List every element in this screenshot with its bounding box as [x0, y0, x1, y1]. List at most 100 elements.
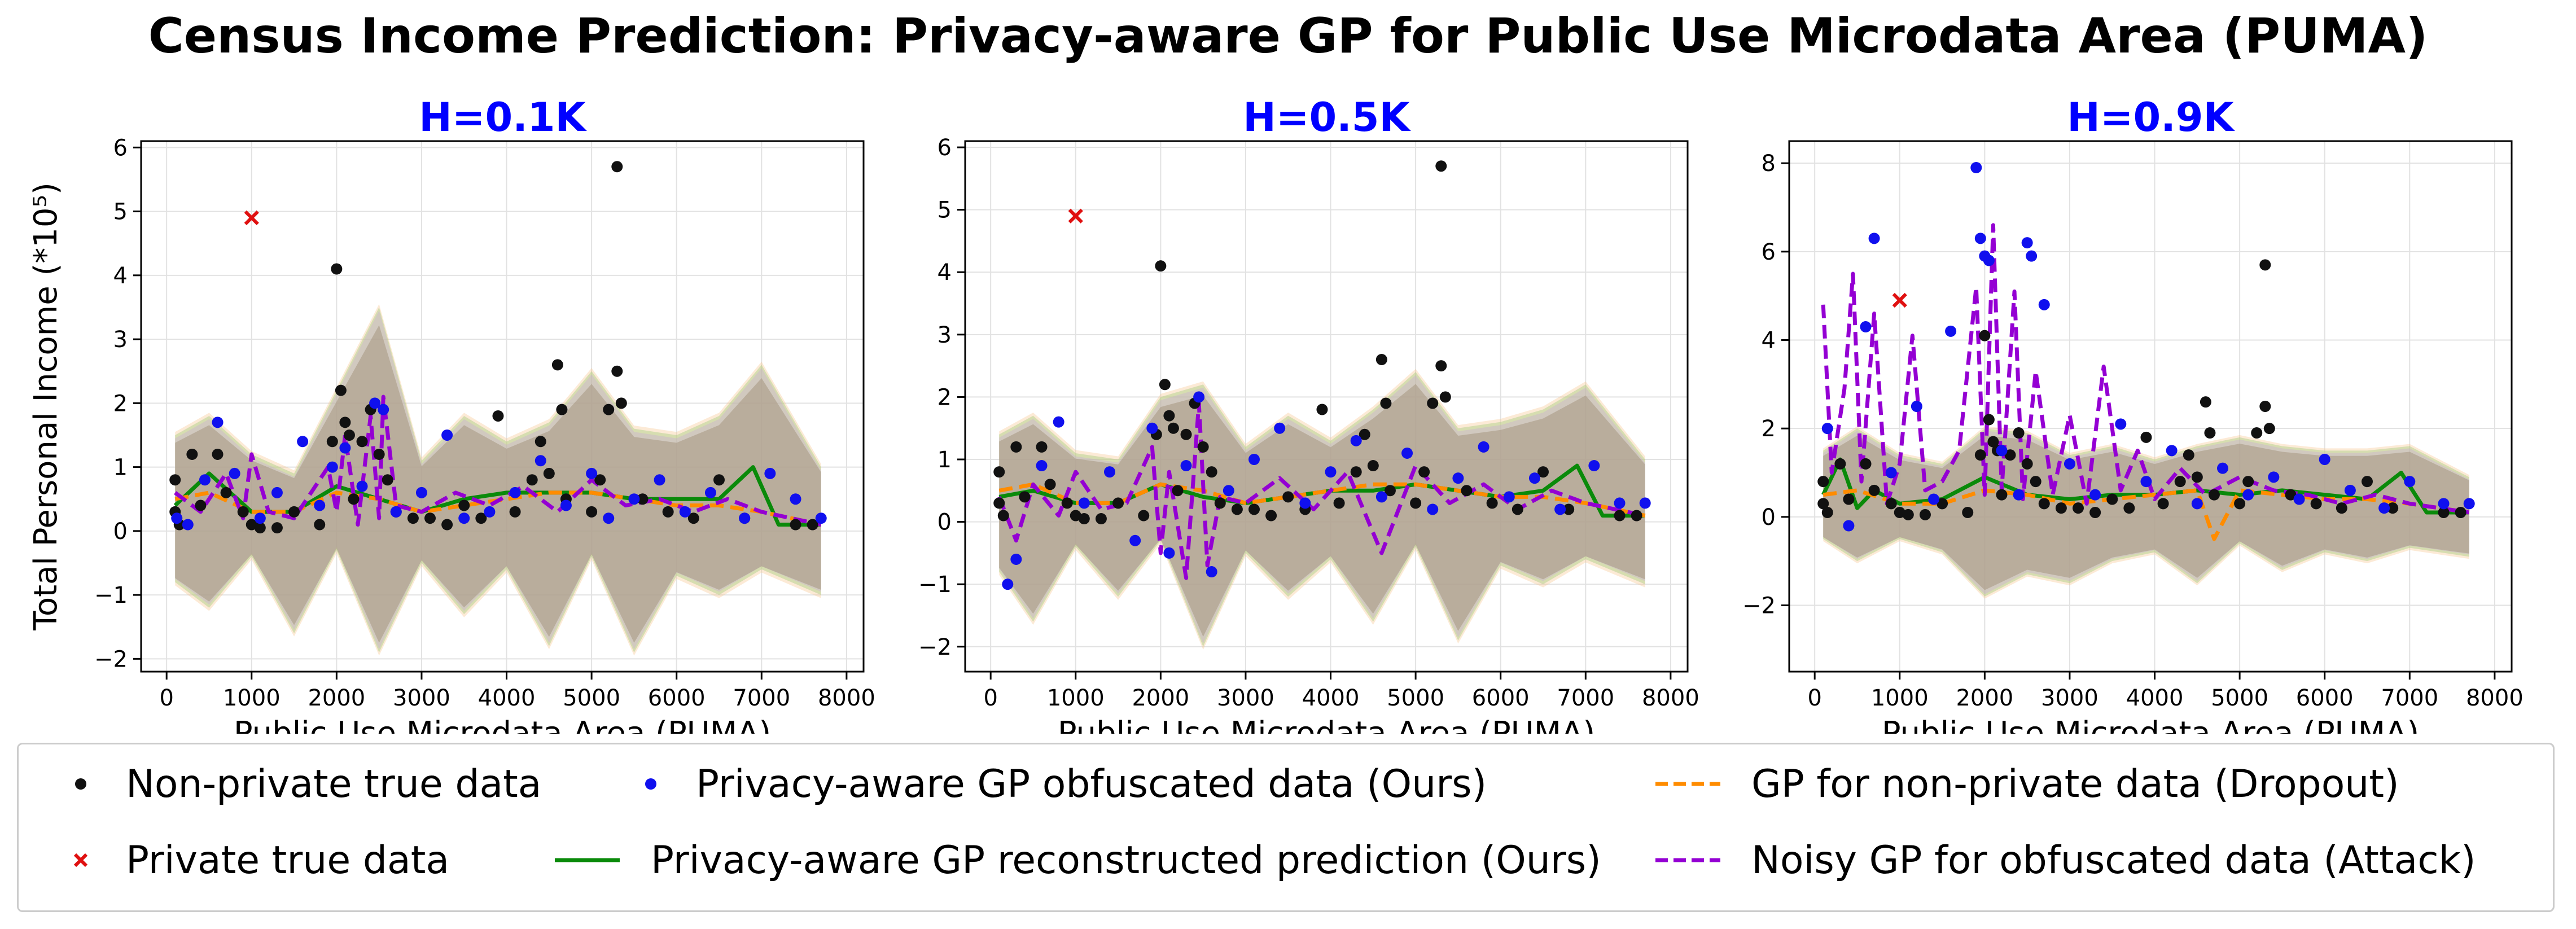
data-point [1817, 476, 1829, 488]
data-point [1979, 330, 1991, 341]
private-data-point [1068, 208, 1083, 224]
data-point [2200, 396, 2211, 408]
data-point [704, 487, 716, 498]
data-point [356, 436, 368, 448]
data-point [1172, 485, 1184, 497]
data-point [382, 474, 393, 486]
chart-panel-2: 0 1000 2000 3000 4000 5000 6000 7000 8000 −2 −1 0 1 2… [918, 94, 1699, 734]
legend-item-privatetrue: Private true data [19, 838, 449, 883]
data-point [1401, 447, 1413, 459]
data-point [1333, 497, 1345, 509]
legend-symbol-privatetrue [19, 838, 103, 883]
x-tick-label: 0 [1807, 685, 1821, 711]
y-tick-label: 2 [937, 384, 952, 410]
data-point [1112, 497, 1124, 509]
data-point [1996, 489, 2008, 501]
data-point [2438, 498, 2450, 510]
data-point [1512, 503, 1523, 515]
data-point [2174, 476, 2186, 488]
data-point [2013, 427, 2025, 439]
data-point [993, 497, 1005, 509]
data-point [2021, 458, 2033, 470]
data-point [415, 487, 427, 498]
data-point [2140, 476, 2152, 488]
data-point [1248, 503, 1260, 515]
data-point [2263, 423, 2275, 435]
panel-title: H=0.9K [2067, 94, 2235, 141]
data-point [2191, 498, 2203, 510]
panel-title: H=0.5K [1243, 94, 1411, 141]
data-point [1614, 510, 1626, 522]
y-tick-label: 4 [113, 263, 128, 289]
data-point [1248, 454, 1260, 465]
x-axis-label: Public Use Microdata Area (PUMA) [1882, 715, 2419, 734]
data-point [1061, 497, 1073, 509]
legend-item-dropout: GP for non-private data (Dropout) [1644, 761, 2399, 807]
data-point [713, 474, 725, 486]
legend-label-dropout: GP for non-private data (Dropout) [1751, 761, 2399, 807]
y-tick-label: 8 [1762, 151, 1776, 177]
data-point [997, 510, 1009, 522]
data-point [2064, 458, 2075, 470]
data-point [484, 506, 496, 518]
data-point [615, 397, 627, 409]
data-point [535, 436, 546, 448]
data-point [1911, 401, 1922, 412]
data-point [1265, 510, 1277, 522]
legend-label-privatetrue: Private true data [126, 838, 450, 883]
legend-symbol-reconstructed [544, 838, 628, 883]
legend-symbol-attack [1644, 838, 1729, 883]
data-point [2285, 489, 2297, 501]
x-axis-label: Public Use Microdata Area (PUMA) [1058, 715, 1595, 734]
plot-frame [964, 140, 1689, 673]
data-point [1885, 498, 1897, 510]
x-tick-label: 1000 [223, 685, 281, 711]
data-point [1843, 493, 1855, 505]
data-point [1435, 160, 1447, 172]
data-point [1503, 491, 1515, 503]
y-tick-label: 4 [1762, 328, 1776, 354]
data-point [2191, 471, 2203, 483]
data-point [2378, 502, 2390, 514]
data-point [1167, 422, 1179, 434]
y-tick-label: 4 [937, 260, 952, 286]
data-point [1163, 547, 1175, 559]
data-point [1325, 466, 1337, 478]
data-point [1231, 503, 1243, 515]
data-point [1843, 520, 1855, 532]
x-tick-label: 3000 [1217, 685, 1274, 711]
data-point [2268, 471, 2280, 483]
data-point [586, 467, 598, 479]
data-point [1010, 553, 1022, 565]
x-tick-label: 4000 [2126, 685, 2184, 711]
y-tick-label: 6 [113, 135, 128, 161]
data-point [1962, 507, 1974, 518]
data-point [1053, 416, 1064, 428]
x-tick-label: 6000 [648, 685, 706, 711]
data-point [1974, 449, 1986, 461]
data-point [2310, 498, 2322, 510]
data-point [1155, 260, 1167, 272]
chart-figure: 0 1000 2000 3000 4000 5000 6000 7000 8000−2−1012… [28, 94, 2524, 734]
data-point [1036, 460, 1048, 472]
data-point [1418, 466, 1430, 478]
data-point [212, 417, 224, 428]
legend-item-obfuscated: Privacy-aware GP obfuscated data (Ours) [589, 761, 1487, 807]
data-point [1554, 503, 1566, 515]
data-point [1367, 460, 1379, 472]
x-tick-label: 6000 [2296, 685, 2354, 711]
data-point [2166, 445, 2178, 457]
data-point [1970, 162, 1982, 173]
data-point [2123, 502, 2135, 514]
data-point [2438, 507, 2450, 518]
data-point [356, 480, 368, 492]
data-point [1146, 422, 1158, 434]
data-point [1104, 466, 1115, 478]
data-point [1528, 472, 1540, 484]
data-point [1359, 428, 1370, 440]
y-tick-label: 3 [113, 327, 128, 353]
data-point [1159, 379, 1171, 391]
data-point [1983, 414, 1995, 426]
data-point [543, 467, 555, 479]
y-tick-label: −2 [94, 646, 128, 672]
